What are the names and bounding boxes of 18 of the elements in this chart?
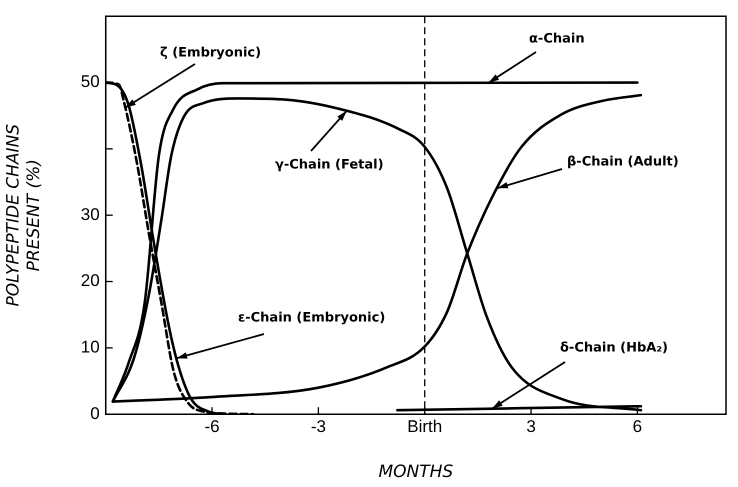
y-tick-label: 10 (80, 338, 100, 357)
text: β-Chain (Adult) (567, 154, 679, 170)
x-tick-label: -3 (310, 417, 326, 436)
y-axis-title: POLYPEPTIDE CHAINS PRESENT (%) (4, 124, 44, 306)
x-tick-label: Birth (407, 417, 442, 436)
y-tick-label: 20 (80, 271, 100, 290)
text: ζ (Embryonic) (160, 45, 262, 60)
x-tick-label: -6 (204, 417, 220, 436)
text: ε-Chain (Embryonic) (238, 310, 386, 326)
x-tick-label: 6 (632, 417, 642, 436)
y-tick-label: 50 (80, 72, 100, 92)
x-axis-title: MONTHS (378, 462, 454, 482)
text: δ-Chain (HbA₂) (560, 340, 668, 356)
y-tick-label: 30 (80, 204, 100, 224)
text: α-Chain (529, 31, 585, 46)
y-tick-label: 0 (90, 404, 100, 423)
text: γ-Chain (Fetal) (275, 157, 384, 172)
x-tick-label: 3 (526, 417, 536, 436)
